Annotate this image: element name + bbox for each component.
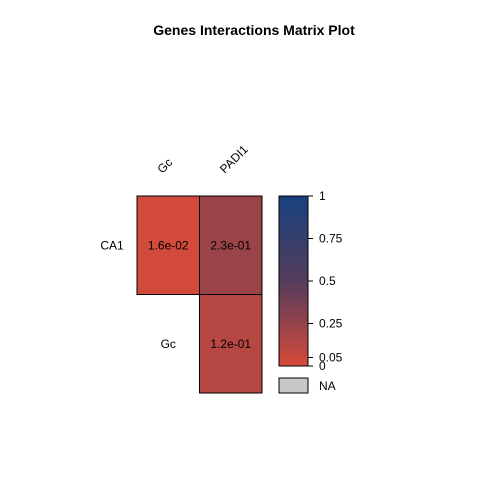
cell-value-label: 1.6e-02 xyxy=(148,238,189,252)
color-scale-ticks: 00.05 0.25 0.5 0.75 1 xyxy=(308,189,343,373)
color-scale-tick-label: 1 xyxy=(319,189,326,203)
color-scale-tick-label: 0.5 xyxy=(319,274,336,288)
heatmap-cell xyxy=(199,294,263,394)
color-scale-bar xyxy=(278,195,309,367)
row-label: Gc xyxy=(161,337,176,351)
column-label: Gc xyxy=(154,155,175,176)
color-scale-tick-label: 0 xyxy=(319,359,326,373)
color-scale-tick-label: 0.75 xyxy=(319,232,343,246)
heatmap-cell xyxy=(199,195,263,295)
na-label: NA xyxy=(319,379,336,393)
color-scale-legend xyxy=(278,195,309,367)
heatmap-cell xyxy=(136,195,200,295)
na-legend: NA xyxy=(278,377,336,394)
na-swatch xyxy=(278,377,309,394)
chart-title: Genes Interactions Matrix Plot xyxy=(153,22,355,38)
cell-value-label: 1.2e-01 xyxy=(210,337,251,351)
row-labels: CA1 Gc xyxy=(100,238,176,351)
row-label: CA1 xyxy=(100,238,124,252)
column-label: PADI1 xyxy=(217,142,251,176)
column-labels: Gc PADI1 xyxy=(154,142,251,176)
cell-value-label: 2.3e-01 xyxy=(210,238,251,252)
color-scale-tick-label: 0.05 xyxy=(319,351,343,365)
color-scale-tick-label: 0.25 xyxy=(319,317,343,331)
heatmap-cells: 1.6e-02 2.3e-01 1.2e-01 xyxy=(136,195,263,394)
